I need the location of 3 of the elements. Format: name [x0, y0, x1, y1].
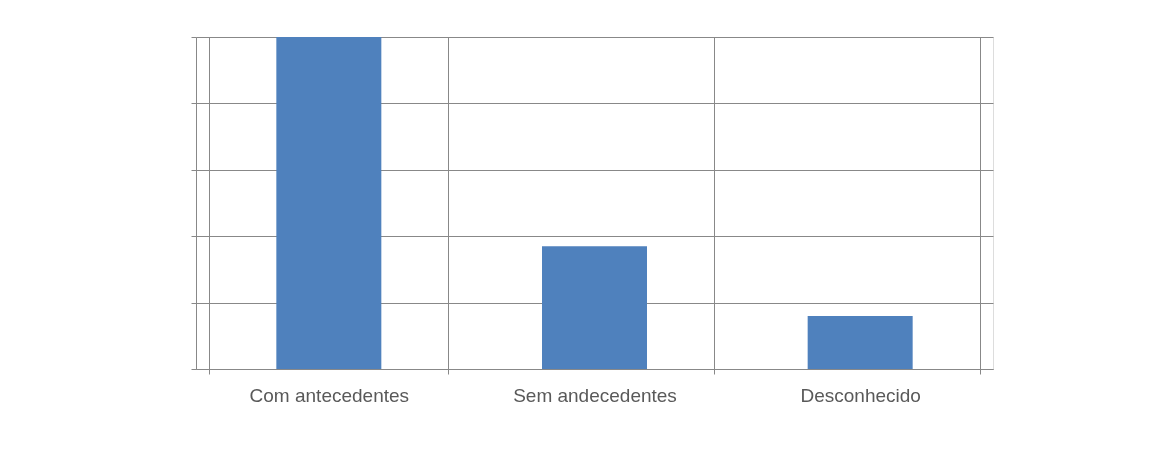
- x-tick-label: Com antecedentes: [249, 384, 410, 406]
- x-tick-label: Sem andecedentes: [513, 384, 677, 406]
- x-tick-label: Desconhecido: [800, 384, 921, 406]
